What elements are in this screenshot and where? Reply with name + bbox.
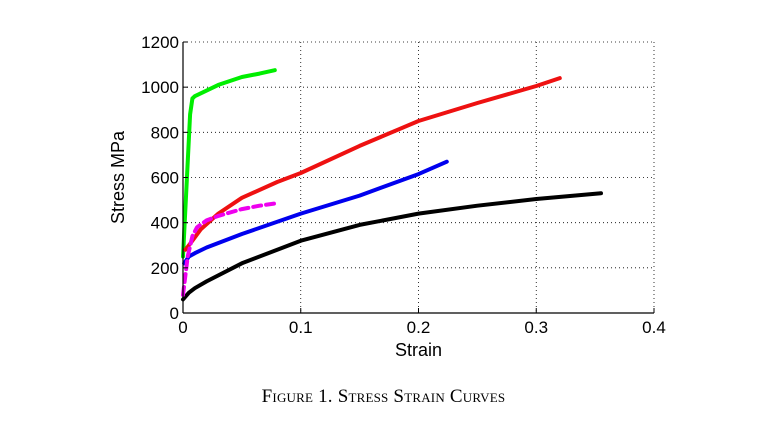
x-tick-label: 0	[178, 318, 187, 337]
caption-label: Figure	[261, 386, 314, 407]
series-line-blue	[182, 159, 449, 266]
series-line-magenta	[181, 201, 277, 297]
x-tick-label: 0.3	[524, 318, 548, 337]
y-tick-label: 200	[151, 259, 179, 278]
y-tick-label: 800	[151, 123, 179, 142]
y-tick-label: 600	[151, 169, 179, 188]
series-line-green	[181, 68, 277, 259]
y-tick-label: 400	[151, 214, 179, 233]
y-tick-label: 1000	[141, 78, 179, 97]
stress-strain-chart: 0 200 400 600 800 1000 1200 0 0.1 0.2 0.3 0.4 Strai…	[108, 33, 666, 360]
caption-number: 1.	[318, 386, 333, 407]
series-line-black	[181, 191, 603, 302]
x-tick-label: 0.4	[642, 318, 666, 337]
series-line-red	[183, 76, 562, 252]
figure-caption: Figure 1. Stress Strain Curves	[0, 386, 767, 408]
ticks: 0 200 400 600 800 1000 1200 0 0.1 0.2 0.3 0.4	[141, 33, 666, 337]
y-tick-label: 0	[170, 304, 179, 323]
y-tick-label: 1200	[141, 33, 179, 52]
x-axis-label: Strain	[395, 340, 442, 360]
grid	[183, 41, 655, 313]
y-axis-label: Stress MPa	[108, 130, 128, 224]
series-group	[181, 68, 603, 302]
x-tick-label: 0.1	[289, 318, 313, 337]
caption-text: Stress Strain Curves	[337, 386, 506, 407]
x-tick-label: 0.2	[407, 318, 431, 337]
